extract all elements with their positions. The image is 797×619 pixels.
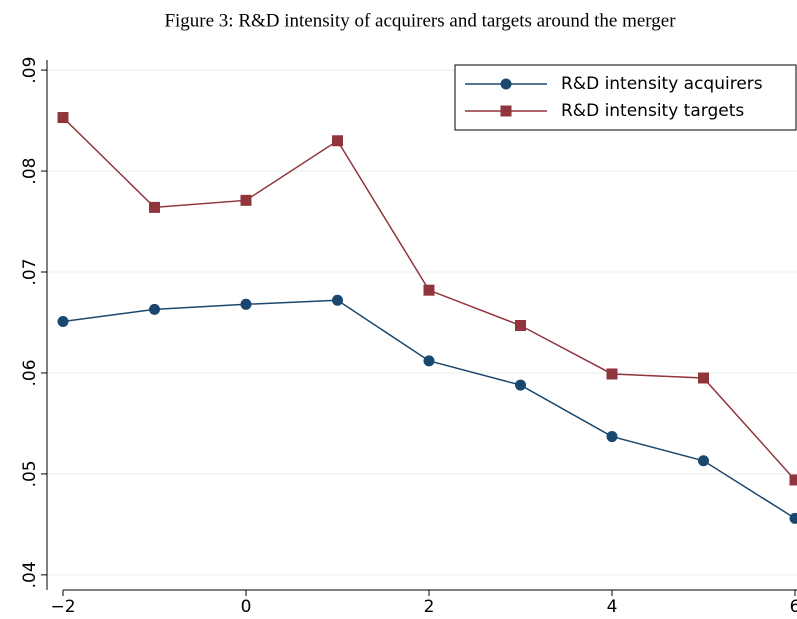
series-line — [62, 299, 796, 519]
y-tick-label: .05 — [20, 460, 40, 487]
marker — [332, 294, 343, 306]
x-tick-label: 2 — [424, 597, 435, 617]
marker — [515, 320, 526, 332]
marker — [606, 431, 618, 443]
x-tick-label: 4 — [607, 597, 618, 617]
x-tick-label: 0 — [241, 597, 252, 617]
marker — [500, 78, 512, 90]
x-tick-label: −2 — [50, 597, 75, 617]
y-tick-label: .06 — [20, 359, 40, 386]
series-line — [62, 117, 796, 481]
marker — [240, 194, 252, 206]
legend: R&D intensity acquirers R&D intensity tar… — [454, 64, 797, 131]
legend-label: R&D intensity acquirers — [561, 74, 763, 94]
chart-title: Figure 3: R&D intensity of acquirers and… — [164, 10, 676, 31]
marker — [57, 315, 69, 327]
marker — [500, 105, 512, 117]
marker — [789, 512, 797, 524]
marker — [240, 298, 252, 310]
y-tick-label: .04 — [20, 561, 40, 588]
marker — [698, 455, 709, 467]
marker — [789, 474, 797, 486]
marker — [423, 284, 435, 296]
legend-label: R&D intensity targets — [561, 101, 744, 121]
y-tick-label: .08 — [20, 158, 40, 185]
marker — [698, 372, 709, 384]
y-tick-label: .07 — [20, 258, 40, 285]
y-tick-label: .09 — [20, 57, 40, 84]
marker — [149, 201, 160, 213]
marker — [57, 112, 69, 124]
legend-box — [454, 64, 797, 131]
x-tick-label: 6 — [790, 597, 797, 617]
marker — [606, 368, 618, 380]
marker — [149, 303, 160, 315]
marker — [423, 355, 435, 367]
marker — [332, 135, 343, 147]
marker — [515, 379, 526, 391]
